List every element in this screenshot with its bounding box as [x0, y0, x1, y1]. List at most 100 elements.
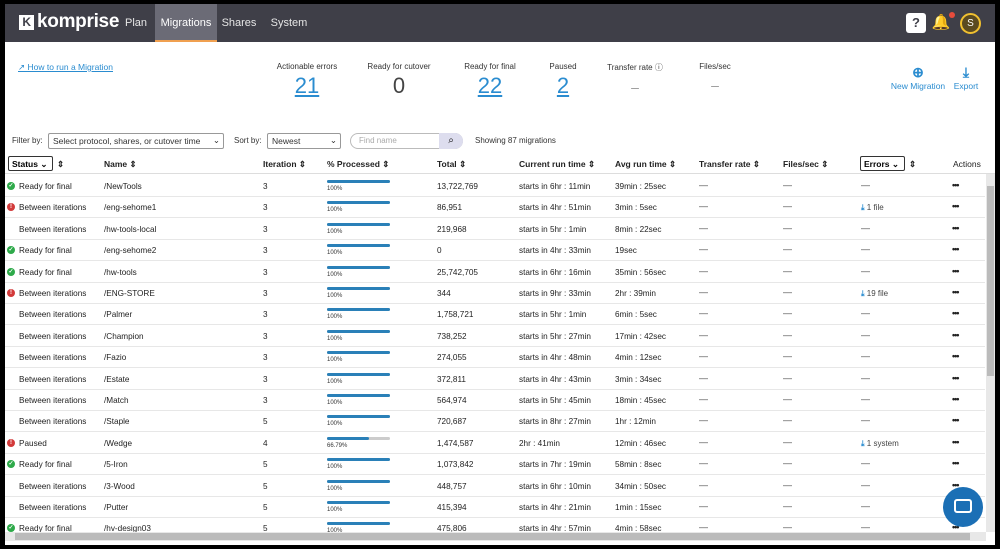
column-name[interactable]: Name ⇕	[104, 159, 137, 170]
notification-bell-icon[interactable]: 🔔	[931, 14, 951, 31]
more-actions-icon[interactable]: •••	[952, 329, 960, 340]
table-row[interactable]: Between iterations/hw-tools-local 3 100% 21…	[5, 219, 985, 240]
new-migration-button[interactable]: ⊕ New Migration	[887, 64, 949, 91]
table-row[interactable]: ! Paused/Wedge 4 66.79% 1,474,587 2hr : 41min…	[5, 433, 985, 454]
search-icon[interactable]: ⌕	[439, 133, 463, 149]
table-row[interactable]: ✓ Ready for final/eng-sehome2 3 100% 0 starts…	[5, 240, 985, 262]
name-cell[interactable]: /5-Iron	[104, 460, 128, 470]
name-cell[interactable]: /hv-design03	[104, 524, 151, 534]
nav-migrations[interactable]: Migrations	[155, 4, 217, 42]
nav-shares[interactable]: Shares	[221, 17, 257, 29]
more-actions-icon[interactable]: •••	[952, 244, 960, 255]
name-cell[interactable]: /Staple	[104, 417, 130, 427]
name-cell[interactable]: /hw-tools	[104, 267, 137, 277]
errors-download-link[interactable]: ⤓ 19 file	[861, 289, 888, 299]
more-actions-icon[interactable]: •••	[952, 479, 960, 490]
table-row[interactable]: Between iterations/Fazio 3 100% 274,055 star…	[5, 347, 985, 369]
files-per-sec-cell: —	[783, 436, 792, 447]
horizontal-scrollbar[interactable]	[5, 532, 986, 541]
chat-support-button[interactable]	[943, 487, 983, 527]
stat-value[interactable]: 21	[294, 73, 320, 98]
more-actions-icon[interactable]: •••	[952, 222, 960, 233]
info-icon[interactable]: ⓘ	[654, 63, 663, 72]
table-row[interactable]: Between iterations/Match 3 100% 564,974 star…	[5, 390, 985, 411]
more-actions-icon[interactable]: •••	[952, 436, 960, 447]
errors-cell: —	[861, 372, 870, 383]
sort-select[interactable]: Newest ⌄	[267, 133, 341, 149]
table-row[interactable]: Between iterations/3-Wood 5 100% 448,757 sta…	[5, 476, 985, 497]
user-avatar[interactable]: S	[960, 13, 981, 34]
scrollbar-thumb[interactable]	[15, 533, 970, 540]
export-button[interactable]: ⤓ Export	[951, 64, 981, 91]
avg-run-time-cell: 3min : 5sec	[615, 203, 657, 213]
stat-value[interactable]: 2	[556, 73, 570, 98]
stat-value: 0	[392, 73, 406, 98]
name-cell[interactable]: /NewTools	[104, 182, 142, 191]
table-row[interactable]: Between iterations/Staple 5 100% 720,687 sta…	[5, 411, 985, 433]
more-actions-icon[interactable]: •••	[952, 372, 960, 383]
table-row[interactable]: ✓ Ready for final/5-Iron 5 100% 1,073,842 sta…	[5, 454, 985, 476]
nav-plan[interactable]: Plan	[124, 17, 148, 29]
more-actions-icon[interactable]: •••	[952, 308, 960, 319]
table-row[interactable]: ✓ Ready for final/hw-tools 3 100% 25,742,705…	[5, 262, 985, 283]
errors-column-filter[interactable]: Errors ⌄	[860, 156, 905, 171]
column-iteration[interactable]: Iteration ⇕	[263, 159, 306, 170]
status-column-filter[interactable]: Status ⌄	[8, 156, 53, 171]
errors-download-link[interactable]: ⤓ 1 file	[861, 203, 884, 213]
column-total[interactable]: Total ⇕	[437, 159, 466, 170]
name-cell[interactable]: /Fazio	[104, 353, 127, 363]
more-actions-icon[interactable]: •••	[952, 394, 960, 404]
name-cell[interactable]: /3-Wood	[104, 481, 135, 491]
how-to-run-migration-link[interactable]: ↗ How to run a Migration	[18, 62, 113, 73]
help-icon[interactable]: ?	[906, 13, 926, 33]
filter-select[interactable]: Select protocol, shares, or cutover time…	[48, 133, 224, 149]
errors-sort-icon[interactable]: ⇕	[909, 159, 917, 169]
table-row[interactable]: ! Between iterations/eng-sehome1 3 100% 86,9…	[5, 197, 985, 219]
column-transfer-rate[interactable]: Transfer rate ⇕	[699, 159, 760, 170]
name-cell[interactable]: /Match	[104, 396, 129, 405]
name-cell[interactable]: /ENG-STORE	[104, 289, 155, 298]
name-cell[interactable]: /eng-sehome2	[104, 246, 157, 256]
status-cell: Between iterations	[19, 289, 87, 298]
name-cell[interactable]: /Champion	[104, 331, 144, 341]
scrollbar-thumb[interactable]	[987, 186, 994, 376]
stat-files-per-sec: Files/sec –	[693, 62, 737, 93]
column-avg-run-time[interactable]: Avg run time ⇕	[615, 159, 676, 170]
table-row[interactable]: ✓ Ready for final/NewTools 3 100% 13,722,769…	[5, 176, 985, 197]
more-actions-icon[interactable]: •••	[952, 351, 960, 362]
more-actions-icon[interactable]: •••	[952, 287, 960, 297]
more-actions-icon[interactable]: •••	[952, 201, 960, 212]
vertical-scrollbar[interactable]	[986, 174, 995, 532]
name-cell[interactable]: /Estate	[104, 374, 130, 384]
name-cell[interactable]: /Wedge	[104, 438, 133, 448]
more-actions-icon[interactable]: •••	[952, 458, 960, 469]
name-cell[interactable]: /Putter	[104, 503, 129, 512]
errors-download-link[interactable]: ⤓ 1 system	[861, 439, 899, 449]
column-processed[interactable]: % Processed ⇕	[327, 159, 389, 170]
table-row[interactable]: Between iterations/Estate 3 100% 372,811 sta…	[5, 369, 985, 390]
name-cell[interactable]: /hw-tools-local	[104, 224, 157, 234]
name-cell[interactable]: /Palmer	[104, 310, 133, 320]
name-cell[interactable]: /eng-sehome1	[104, 203, 157, 213]
stat-actionable-errors[interactable]: Actionable errors 21	[267, 62, 347, 99]
nav-system[interactable]: System	[270, 17, 308, 29]
column-label: Errors	[864, 159, 890, 169]
table-row[interactable]: Between iterations/Palmer 3 100% 1,758,721 s…	[5, 304, 985, 326]
table-row[interactable]: ! Between iterations/ENG-STORE 3 100% 344 sta…	[5, 283, 985, 304]
more-actions-icon[interactable]: •••	[952, 265, 960, 276]
current-run-time-cell: starts in 4hr : 33min	[519, 246, 591, 256]
status-sort-icon[interactable]: ⇕	[57, 159, 65, 169]
more-actions-icon[interactable]: •••	[952, 415, 960, 426]
table-row[interactable]: Between iterations/Putter 5 100% 415,394 sta…	[5, 497, 985, 518]
progress-label: 100%	[327, 507, 343, 513]
search-input[interactable]: Find name	[350, 133, 463, 149]
more-actions-icon[interactable]: •••	[952, 522, 960, 533]
column-current-run-time[interactable]: Current run time ⇕	[519, 159, 595, 170]
stat-paused[interactable]: Paused 2	[541, 62, 585, 99]
column-files-per-sec[interactable]: Files/sec ⇕	[783, 159, 828, 170]
more-actions-icon[interactable]: •••	[952, 180, 960, 190]
table-row[interactable]: Between iterations/Champion 3 100% 738,252 s…	[5, 326, 985, 347]
stat-value[interactable]: 22	[477, 73, 503, 98]
stat-ready-for-final[interactable]: Ready for final 22	[457, 62, 523, 99]
